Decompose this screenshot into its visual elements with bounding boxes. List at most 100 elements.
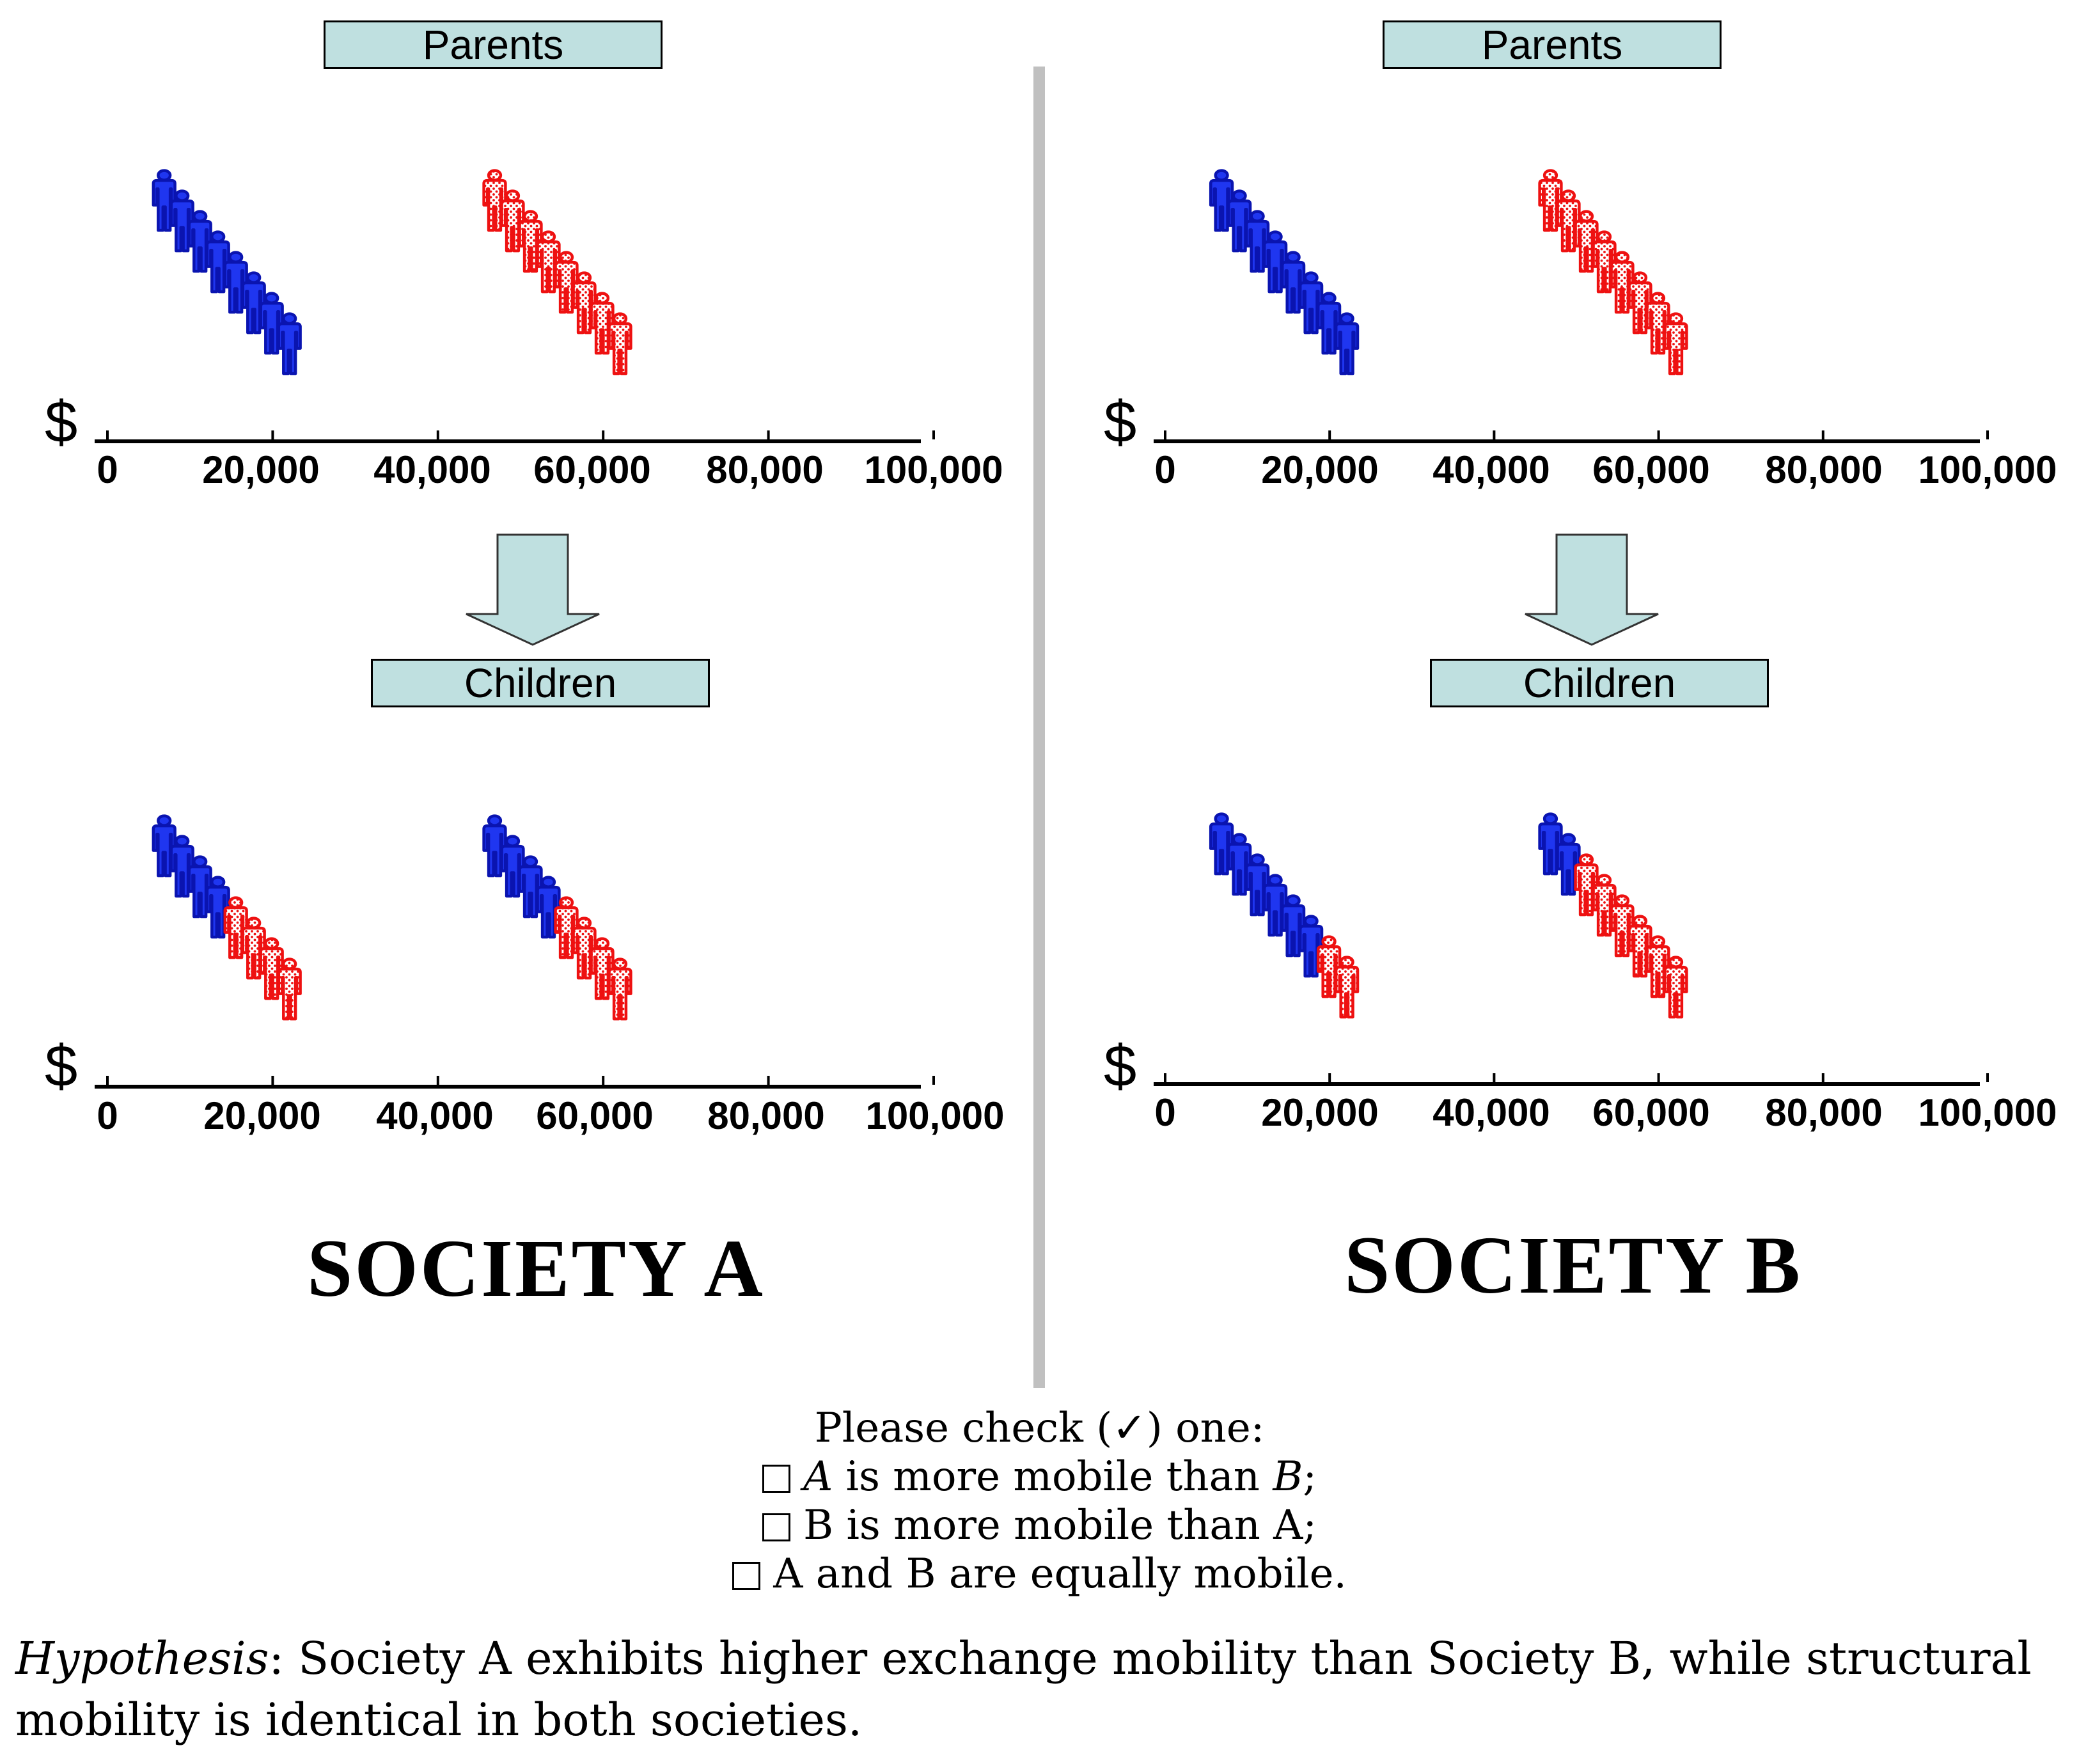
person-head [1560, 189, 1576, 202]
person-figure [1538, 822, 1563, 876]
person-figure [1645, 301, 1670, 355]
figure-stack [1209, 169, 1360, 375]
tick-label: 20,000 [202, 448, 320, 491]
person-head [505, 189, 521, 202]
person-figure [590, 947, 615, 1000]
person-head [1542, 169, 1558, 182]
person-figure [536, 885, 561, 939]
person-head [1668, 312, 1684, 325]
option-term: A [803, 1453, 833, 1500]
income-axis-line [95, 439, 921, 443]
tick-label: 80,000 [1765, 1091, 1883, 1134]
person-figure [1610, 904, 1635, 957]
person-head [505, 835, 521, 847]
person-figure [1592, 883, 1617, 937]
person-figure [259, 301, 284, 355]
person-figure [187, 219, 212, 273]
person-head [157, 814, 172, 827]
option-text: ; [1303, 1453, 1317, 1500]
person-head [612, 312, 628, 325]
person-figure [482, 824, 507, 878]
person-figure [1227, 842, 1252, 896]
person-figure [1209, 822, 1234, 876]
person-figure [1298, 924, 1324, 978]
tick-label: 40,000 [376, 1094, 494, 1137]
person-figure [152, 178, 177, 232]
option-b-more-mobile[interactable]: B is more mobile than A; [0, 1501, 2079, 1550]
hypothesis-text: Hypothesis: Society A exhibits higher ex… [15, 1628, 2062, 1751]
person-figure [1316, 945, 1342, 998]
person-head [210, 876, 226, 888]
person-head [157, 169, 172, 182]
person-figure [536, 240, 561, 294]
person-head [594, 292, 610, 304]
person-head [522, 855, 538, 868]
tick-label: 0 [1154, 448, 1176, 491]
option-text: is more mobile than [833, 1453, 1273, 1500]
person-head [1321, 292, 1337, 304]
tick-label: 100,000 [865, 1094, 1005, 1137]
person-head [558, 251, 574, 264]
figure-stack [482, 814, 632, 1021]
figure-stack [482, 169, 632, 375]
income-axis-line [1154, 1082, 1980, 1086]
hypothesis-term: Hypothesis [15, 1632, 269, 1685]
person-head [1650, 935, 1666, 948]
person-head [282, 312, 297, 325]
person-head [594, 937, 610, 950]
tick-label: 40,000 [1432, 1091, 1550, 1134]
person-head [1250, 853, 1265, 866]
person-head [1232, 833, 1247, 846]
person-figure [259, 947, 284, 1000]
person-head [1285, 251, 1301, 264]
option-equally-mobile[interactable]: A and B are equally mobile. [0, 1550, 2079, 1598]
person-head [1578, 853, 1594, 866]
person-figure [1556, 842, 1581, 896]
tick-label: 80,000 [707, 1094, 825, 1137]
income-axis-line [95, 1085, 921, 1089]
tick-label: 60,000 [533, 448, 651, 491]
tick-label: 60,000 [536, 1094, 654, 1137]
question-block: Please check (✓) one: A is more mobile t… [0, 1404, 2079, 1598]
person-head [612, 957, 628, 970]
person-head [228, 896, 244, 909]
person-head [264, 937, 279, 950]
person-figure [590, 301, 615, 355]
person-figure [241, 926, 266, 980]
option-a-more-mobile[interactable]: A is more mobile than B; [0, 1453, 2079, 1501]
down-arrow-icon [466, 533, 600, 646]
tick-label: 40,000 [373, 448, 491, 491]
tick-label: 100,000 [1918, 1091, 2057, 1134]
person-figure [1280, 904, 1306, 957]
tick-label: 60,000 [1592, 1091, 1710, 1134]
person-head [1650, 292, 1666, 304]
person-figure [1645, 945, 1670, 998]
person-head [1339, 312, 1354, 325]
person-figure [1334, 965, 1360, 1019]
person-figure [1556, 199, 1581, 253]
children-label: Children [1430, 659, 1769, 707]
dollar-symbol: $ [1104, 1034, 1137, 1099]
person-head [540, 230, 556, 243]
person-figure [205, 240, 230, 294]
person-head [487, 169, 503, 182]
figure-stack [152, 814, 302, 1021]
person-head [1614, 894, 1630, 907]
tick-label: 0 [97, 1094, 118, 1137]
person-head [1303, 271, 1319, 284]
person-head [1214, 812, 1229, 825]
person-figure [277, 322, 302, 375]
person-head [576, 917, 592, 929]
person-head [1578, 210, 1594, 223]
person-figure [1574, 219, 1599, 273]
person-head [1267, 230, 1283, 243]
checkbox[interactable] [762, 1513, 791, 1541]
person-figure [482, 178, 507, 232]
checkbox[interactable] [732, 1562, 761, 1590]
figure-stack [152, 169, 302, 375]
option-text: A and B are equally mobile. [773, 1550, 1347, 1598]
person-figure [152, 824, 177, 878]
person-figure [1298, 281, 1324, 335]
checkbox[interactable] [762, 1465, 791, 1493]
